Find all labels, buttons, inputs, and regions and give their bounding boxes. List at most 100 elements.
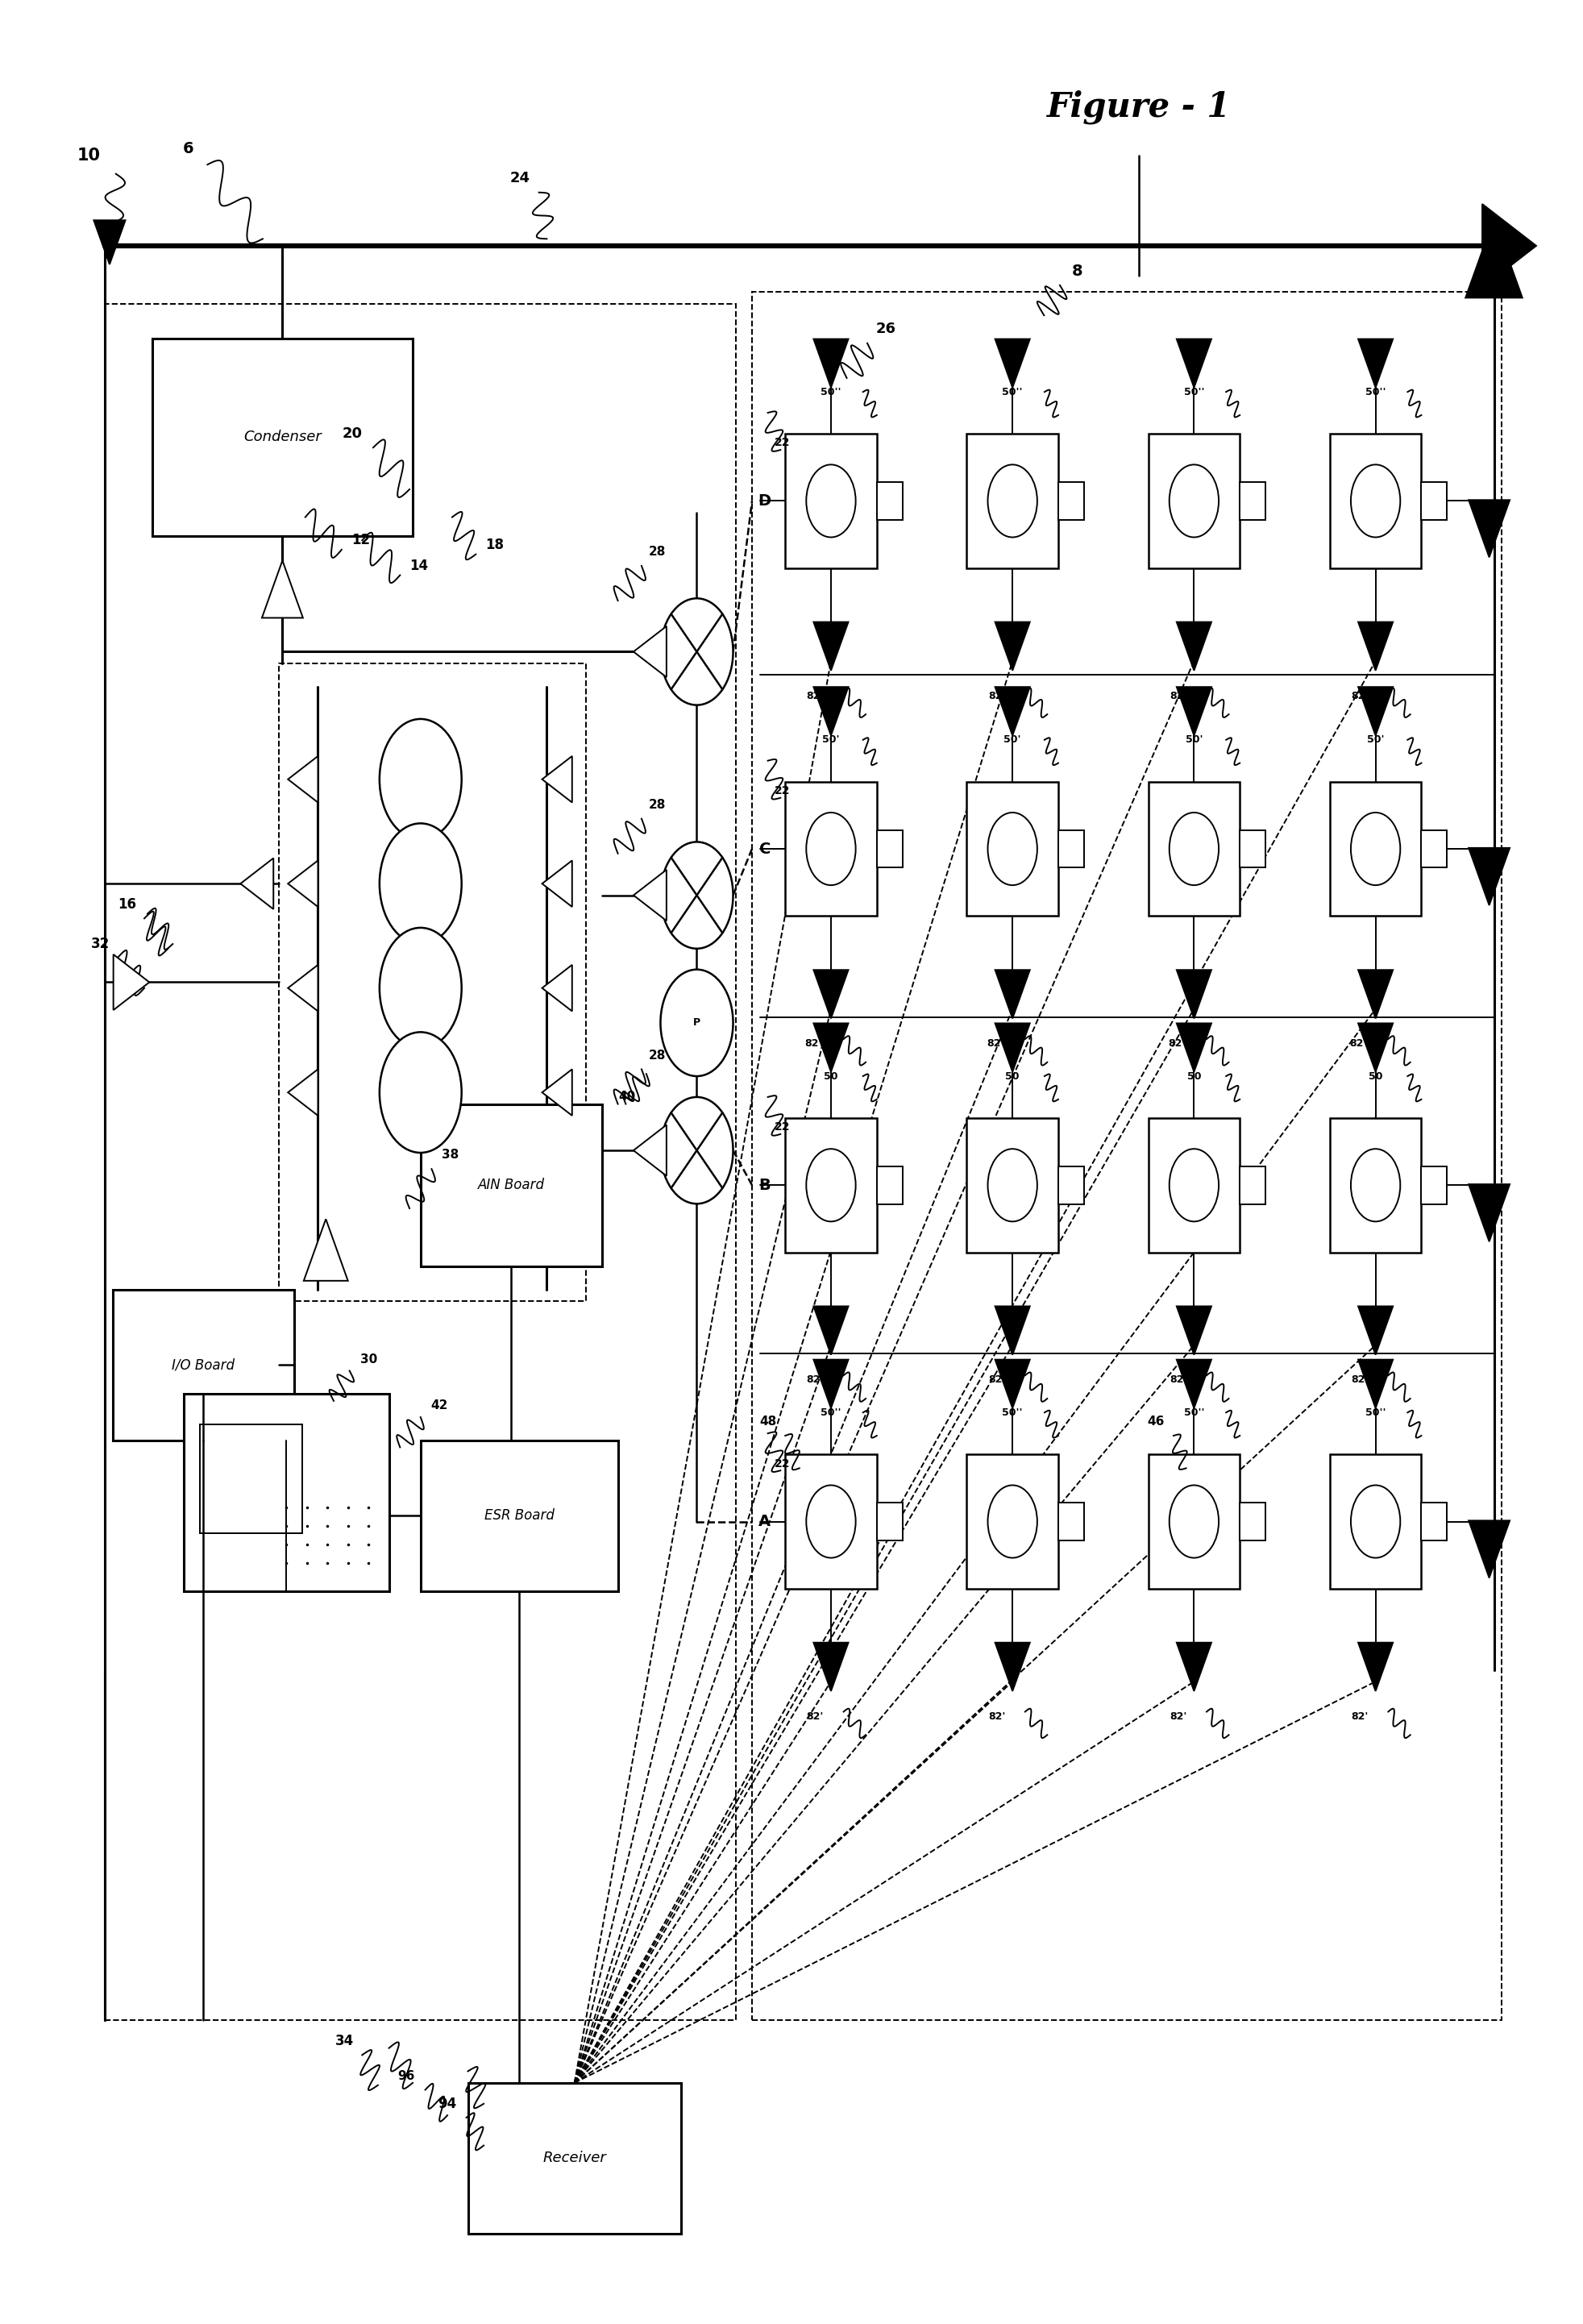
Circle shape [988, 813, 1037, 885]
Bar [104, 304, 736, 2020]
Polygon shape [633, 625, 666, 676]
Polygon shape [633, 1125, 666, 1176]
Text: 82': 82' [1170, 690, 1187, 702]
Bar [877, 481, 902, 521]
Polygon shape [814, 1023, 848, 1071]
Text: 82': 82' [988, 1376, 1005, 1385]
Polygon shape [996, 1643, 1031, 1692]
Text: 50: 50 [1368, 1071, 1382, 1081]
Polygon shape [1358, 688, 1393, 734]
Bar [785, 781, 877, 916]
Circle shape [988, 1148, 1037, 1222]
Circle shape [660, 1097, 733, 1204]
Bar [421, 1441, 617, 1592]
Text: 28: 28 [649, 799, 666, 811]
Polygon shape [1176, 623, 1211, 672]
Text: 82': 82' [1352, 690, 1368, 702]
Text: 50': 50' [1366, 734, 1384, 746]
Bar [877, 830, 902, 867]
Polygon shape [814, 1306, 848, 1355]
Bar [469, 2082, 681, 2233]
Bar [184, 1394, 389, 1592]
Polygon shape [1466, 218, 1523, 297]
Circle shape [988, 465, 1037, 537]
Text: 94: 94 [438, 2096, 457, 2110]
Polygon shape [1176, 1360, 1211, 1408]
Text: 50: 50 [1005, 1071, 1019, 1081]
Circle shape [988, 1485, 1037, 1557]
Polygon shape [288, 860, 318, 906]
Text: Receiver: Receiver [543, 2152, 606, 2166]
Polygon shape [1358, 1360, 1393, 1408]
Bar [1059, 1167, 1084, 1204]
Polygon shape [288, 964, 318, 1011]
Text: 26: 26 [875, 323, 896, 337]
Text: 22: 22 [774, 1122, 790, 1132]
Polygon shape [1469, 1520, 1510, 1578]
Text: 82': 82' [988, 690, 1005, 702]
Polygon shape [1358, 1023, 1393, 1071]
Bar [877, 1504, 902, 1541]
Text: 82'': 82'' [986, 1039, 1007, 1048]
Text: 48: 48 [760, 1415, 776, 1427]
Circle shape [806, 1148, 856, 1222]
Bar [421, 1104, 602, 1267]
Polygon shape [1469, 848, 1510, 906]
Bar [1330, 1455, 1422, 1590]
Text: Figure - 1: Figure - 1 [1046, 91, 1232, 123]
Polygon shape [261, 560, 302, 618]
Polygon shape [814, 1643, 848, 1692]
Text: 50'': 50'' [820, 1408, 841, 1418]
Polygon shape [1358, 1643, 1393, 1692]
Text: 82': 82' [1170, 1710, 1187, 1722]
Text: 82': 82' [1352, 1376, 1368, 1385]
Bar [785, 1455, 877, 1590]
Bar [1330, 435, 1422, 567]
Polygon shape [1358, 339, 1393, 388]
Bar [152, 339, 413, 537]
Circle shape [1350, 813, 1401, 885]
Text: 18: 18 [486, 537, 503, 553]
Bar [1148, 435, 1239, 567]
Text: 30: 30 [359, 1353, 377, 1364]
Bar [967, 1455, 1059, 1590]
Circle shape [1170, 813, 1219, 885]
Circle shape [1170, 1485, 1219, 1557]
Polygon shape [814, 339, 848, 388]
Text: 50: 50 [1187, 1071, 1201, 1081]
Polygon shape [114, 955, 149, 1011]
Bar [112, 1290, 294, 1441]
Bar [785, 1118, 877, 1253]
Text: 28: 28 [649, 546, 666, 558]
Text: 12: 12 [351, 532, 370, 548]
Polygon shape [1176, 969, 1211, 1018]
Bar [1422, 1504, 1447, 1541]
Text: 50'': 50'' [820, 386, 841, 397]
Polygon shape [814, 1360, 848, 1408]
Text: 82'': 82'' [1168, 1039, 1189, 1048]
Text: 40: 40 [619, 1090, 636, 1104]
Polygon shape [1482, 205, 1536, 288]
Bar [1330, 781, 1422, 916]
Polygon shape [814, 623, 848, 672]
Polygon shape [1469, 500, 1510, 558]
Bar [1148, 1455, 1239, 1590]
Circle shape [380, 1032, 462, 1153]
Polygon shape [1176, 1306, 1211, 1355]
Polygon shape [814, 969, 848, 1018]
Polygon shape [1358, 1306, 1393, 1355]
Circle shape [1170, 1148, 1219, 1222]
Polygon shape [541, 1069, 571, 1116]
Text: I/O Board: I/O Board [173, 1357, 234, 1371]
Circle shape [380, 718, 462, 839]
Text: 50: 50 [823, 1071, 837, 1081]
Bar [1239, 481, 1265, 521]
Polygon shape [541, 964, 571, 1011]
Text: Condenser: Condenser [244, 430, 321, 444]
Circle shape [806, 1485, 856, 1557]
Polygon shape [304, 1220, 348, 1281]
Bar [967, 1118, 1059, 1253]
Circle shape [806, 813, 856, 885]
Text: AIN Board: AIN Board [478, 1178, 545, 1192]
Circle shape [380, 823, 462, 944]
